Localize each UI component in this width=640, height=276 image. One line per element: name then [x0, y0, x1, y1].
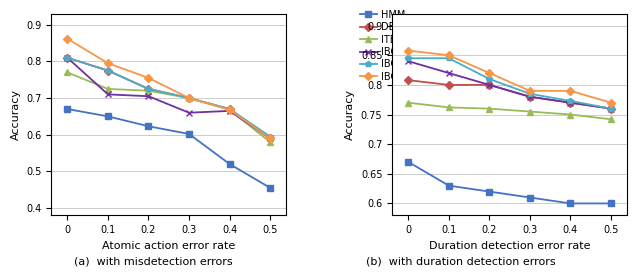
- IBGN-F: [145, 87, 152, 91]
- IBGN: [486, 71, 493, 75]
- ITBN: [445, 106, 452, 109]
- ITBN: [226, 108, 234, 112]
- IBGN-F: [404, 57, 412, 60]
- ITBN: [486, 107, 493, 110]
- IBGN-C: [104, 93, 112, 96]
- ITBN: [145, 89, 152, 92]
- IBGN-C: [185, 111, 193, 114]
- DBN: [266, 137, 274, 140]
- IBGN-F: [445, 57, 452, 60]
- HMM: [226, 162, 234, 166]
- IBGN-C: [63, 56, 71, 59]
- HMM: [185, 132, 193, 136]
- Line: HMM: HMM: [65, 106, 273, 191]
- Y-axis label: Accuracy: Accuracy: [345, 89, 355, 140]
- IBGN-F: [526, 92, 534, 95]
- IBGN-F: [266, 135, 274, 138]
- Line: IBGN-C: IBGN-C: [65, 55, 273, 141]
- IBGN-F: [226, 107, 234, 111]
- IBGN-F: [566, 99, 574, 103]
- IHMM: [486, 190, 493, 193]
- Line: DBN: DBN: [65, 55, 273, 141]
- IBGN: [607, 101, 615, 104]
- Line: IBGN: IBGN: [406, 48, 614, 105]
- X-axis label: Atomic action error rate: Atomic action error rate: [102, 241, 236, 251]
- Line: IBGN-F: IBGN-F: [406, 55, 614, 112]
- IBGN: [104, 62, 112, 65]
- ITBN: [526, 110, 534, 113]
- DBN: [445, 83, 452, 87]
- IBGN: [404, 49, 412, 52]
- HMM: [63, 107, 71, 111]
- DBN: [566, 101, 574, 104]
- DBN: [404, 78, 412, 82]
- DBN: [607, 107, 615, 110]
- ITBN: [404, 101, 412, 104]
- Line: IHMM: IHMM: [406, 159, 614, 206]
- IBGN-C: [607, 107, 615, 110]
- IBGN-F: [185, 96, 193, 100]
- IBGN: [226, 108, 234, 112]
- DBN: [185, 96, 193, 100]
- IBGN-F: [486, 77, 493, 81]
- ITBN: [566, 113, 574, 116]
- ITBN: [185, 96, 193, 100]
- DBN: [226, 107, 234, 111]
- HMM: [266, 186, 274, 189]
- Legend: HMM, DBN, ITBN, IBGN-C, IBGN-F, IBGN: HMM, DBN, ITBN, IBGN-C, IBGN-F, IBGN: [360, 10, 415, 82]
- IHMM: [607, 202, 615, 205]
- IBGN: [63, 37, 71, 40]
- IHMM: [566, 202, 574, 205]
- Line: IBGN-F: IBGN-F: [65, 55, 273, 139]
- Line: IBGN: IBGN: [65, 36, 273, 141]
- HMM: [145, 124, 152, 128]
- IBGN-F: [63, 56, 71, 59]
- IBGN-C: [404, 60, 412, 63]
- IBGN: [266, 137, 274, 140]
- Line: DBN: DBN: [406, 77, 614, 112]
- IBGN: [526, 89, 534, 92]
- IBGN-C: [445, 71, 452, 75]
- IBGN-C: [226, 109, 234, 113]
- IHMM: [404, 160, 412, 164]
- IBGN-C: [486, 83, 493, 87]
- DBN: [526, 95, 534, 99]
- IBGN-C: [145, 95, 152, 98]
- ITBN: [266, 140, 274, 144]
- IBGN-F: [104, 69, 112, 72]
- Line: ITBN: ITBN: [65, 70, 273, 145]
- IBGN: [145, 76, 152, 79]
- IBGN-F: [607, 107, 615, 110]
- IBGN: [566, 89, 574, 92]
- ITBN: [63, 71, 71, 74]
- IBGN-C: [566, 101, 574, 104]
- DBN: [104, 69, 112, 72]
- IHMM: [445, 184, 452, 187]
- DBN: [145, 87, 152, 91]
- IHMM: [526, 196, 534, 199]
- Text: (b)  with duration detection errors: (b) with duration detection errors: [366, 257, 556, 267]
- ITBN: [104, 87, 112, 91]
- IBGN: [185, 96, 193, 100]
- Line: IBGN-C: IBGN-C: [406, 59, 614, 112]
- DBN: [486, 83, 493, 87]
- HMM: [104, 115, 112, 118]
- IBGN: [445, 54, 452, 57]
- IBGN-C: [526, 95, 534, 99]
- X-axis label: Duration detection error rate: Duration detection error rate: [429, 241, 590, 251]
- ITBN: [607, 118, 615, 121]
- Y-axis label: Accuracy: Accuracy: [10, 89, 20, 140]
- Line: ITBN: ITBN: [406, 100, 614, 122]
- DBN: [63, 56, 71, 59]
- IBGN-C: [266, 137, 274, 140]
- Text: (a)  with misdetection errors: (a) with misdetection errors: [74, 257, 233, 267]
